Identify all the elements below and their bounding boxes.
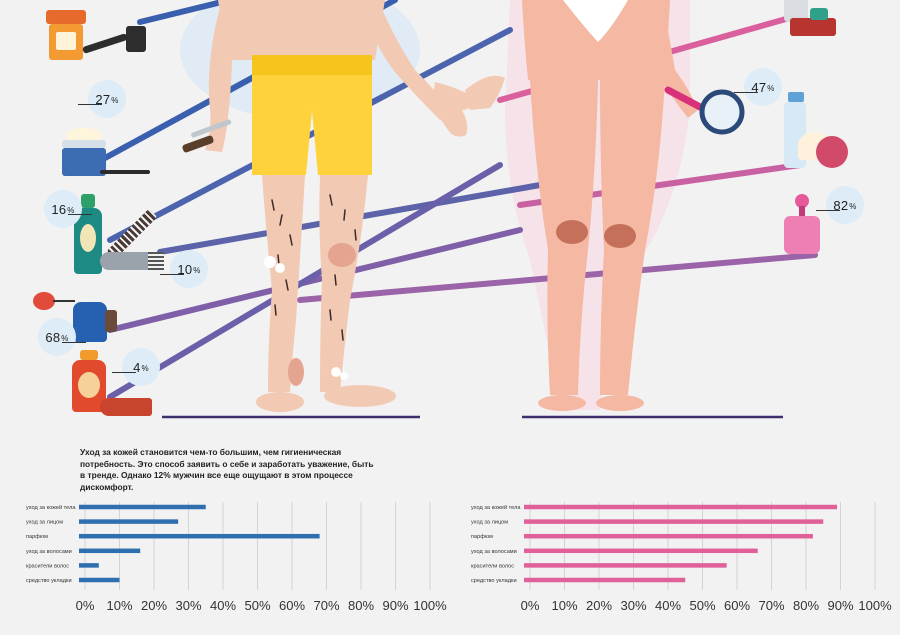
x-tick-label: 90% <box>382 598 408 613</box>
badge-unit: % <box>67 206 75 215</box>
badge-trimmer: 10% <box>160 250 208 288</box>
infographic-illustration: 27% 16% 10% 68% 4% 47% 82% <box>33 0 864 419</box>
badge-value: 16 <box>51 201 67 217</box>
hair-trimmer-icon <box>100 250 164 272</box>
category-label: средство укладки <box>26 578 72 584</box>
badge-unit: % <box>767 84 775 93</box>
women-bar-chart-svg: 0% 10% 20% 30% 40% 50% 60% 70% 80% 90% 100% уход за… <box>471 502 892 613</box>
category-label: средство укладки <box>471 578 517 584</box>
x-tick-label: 80% <box>793 598 819 613</box>
bar <box>79 563 99 568</box>
women-bar-chart: 0% 10% 20% 30% 40% 50% 60% 70% 80% 90% 100% уход за… <box>445 500 892 630</box>
man-figure <box>182 0 478 412</box>
bar <box>79 533 320 539</box>
x-tick-label: 60% <box>724 598 750 613</box>
x-tick-label: 90% <box>827 598 853 613</box>
comb-icon <box>102 198 158 260</box>
face-cream-jar-icon <box>782 92 850 172</box>
category-label: красители волос <box>471 563 514 569</box>
category-label: красители волос <box>26 563 69 569</box>
perfume-atomizer-icon <box>33 292 119 342</box>
bar <box>524 519 824 524</box>
bar <box>524 548 758 554</box>
illustration-svg <box>102 0 818 419</box>
caption-text: Уход за кожей становится чем-то большим,… <box>80 447 374 492</box>
x-tick-label: 20% <box>586 598 612 613</box>
badge-value: 47 <box>751 79 767 95</box>
lotion-bottle-icon <box>74 194 102 274</box>
shaving-razor-icon <box>100 166 150 178</box>
x-tick-label: 10% <box>106 598 132 613</box>
badge-shampoo: 4% <box>112 348 160 386</box>
bar <box>79 548 141 554</box>
x-tick-label: 40% <box>210 598 236 613</box>
bar <box>524 577 686 583</box>
badge-value: 27 <box>95 91 111 107</box>
x-tick-label: 0% <box>76 598 95 613</box>
badge-unit: % <box>849 202 857 211</box>
razor-icon <box>82 26 150 56</box>
x-tick-label: 50% <box>244 598 270 613</box>
category-label: уход за лицом <box>471 520 508 526</box>
category-label: уход за кожей тела <box>471 504 521 511</box>
bar <box>79 519 179 524</box>
x-tick-label: 40% <box>655 598 681 613</box>
x-tick-label: 100% <box>413 598 447 613</box>
x-tick-label: 50% <box>689 598 715 613</box>
badge-value: 82 <box>833 197 849 213</box>
category-label: парфюм <box>471 534 493 540</box>
badge-value: 4 <box>133 359 141 375</box>
x-tick-label: 70% <box>758 598 784 613</box>
woman-figure <box>465 0 698 411</box>
magnifier-icon <box>664 86 745 135</box>
category-label: парфюм <box>26 534 48 540</box>
men-bar-chart: 0% 10% 20% 30% 40% 50% 60% 70% 80% 90% 100% уход за… <box>0 500 447 630</box>
badge-lotion: 16% <box>44 190 92 228</box>
badge-atomizer: 68% <box>38 318 86 356</box>
x-tick-label: 20% <box>141 598 167 613</box>
badge-unit: % <box>193 266 201 275</box>
category-label: уход за кожей тела <box>26 504 76 511</box>
x-tick-label: 10% <box>551 598 577 613</box>
bar <box>524 504 838 510</box>
badge-unit: % <box>61 334 69 343</box>
badge-unit: % <box>111 96 119 105</box>
x-tick-label: 80% <box>348 598 374 613</box>
bar <box>79 577 120 583</box>
bar <box>524 563 727 568</box>
deodorant-jar-icon <box>46 10 86 60</box>
bar <box>524 533 813 539</box>
category-label: уход за волосами <box>471 549 517 555</box>
x-tick-label: 30% <box>620 598 646 613</box>
badge-unit: % <box>141 364 149 373</box>
badge-cream: 27% <box>78 80 126 118</box>
perfume-bottle-icon <box>782 194 822 256</box>
badge-value: 68 <box>45 329 61 345</box>
category-label: уход за лицом <box>26 520 63 526</box>
men-bar-chart-svg: 0% 10% 20% 30% 40% 50% 60% 70% 80% 90% 100% уход за… <box>26 502 447 613</box>
x-tick-label: 30% <box>175 598 201 613</box>
x-tick-label: 60% <box>279 598 305 613</box>
badge-perfume: 82% <box>816 186 864 224</box>
spray-bottle-icon <box>784 0 810 22</box>
hair-dryer-icon <box>100 394 152 416</box>
badge-value: 10 <box>177 261 193 277</box>
x-tick-label: 0% <box>521 598 540 613</box>
x-tick-label: 70% <box>313 598 339 613</box>
badge-face-cream: 47% <box>734 68 782 106</box>
x-tick-label: 100% <box>858 598 892 613</box>
lipstick-icon <box>790 8 840 38</box>
category-label: уход за волосами <box>26 549 72 555</box>
bar <box>79 504 206 510</box>
cream-jar-icon <box>62 128 106 176</box>
